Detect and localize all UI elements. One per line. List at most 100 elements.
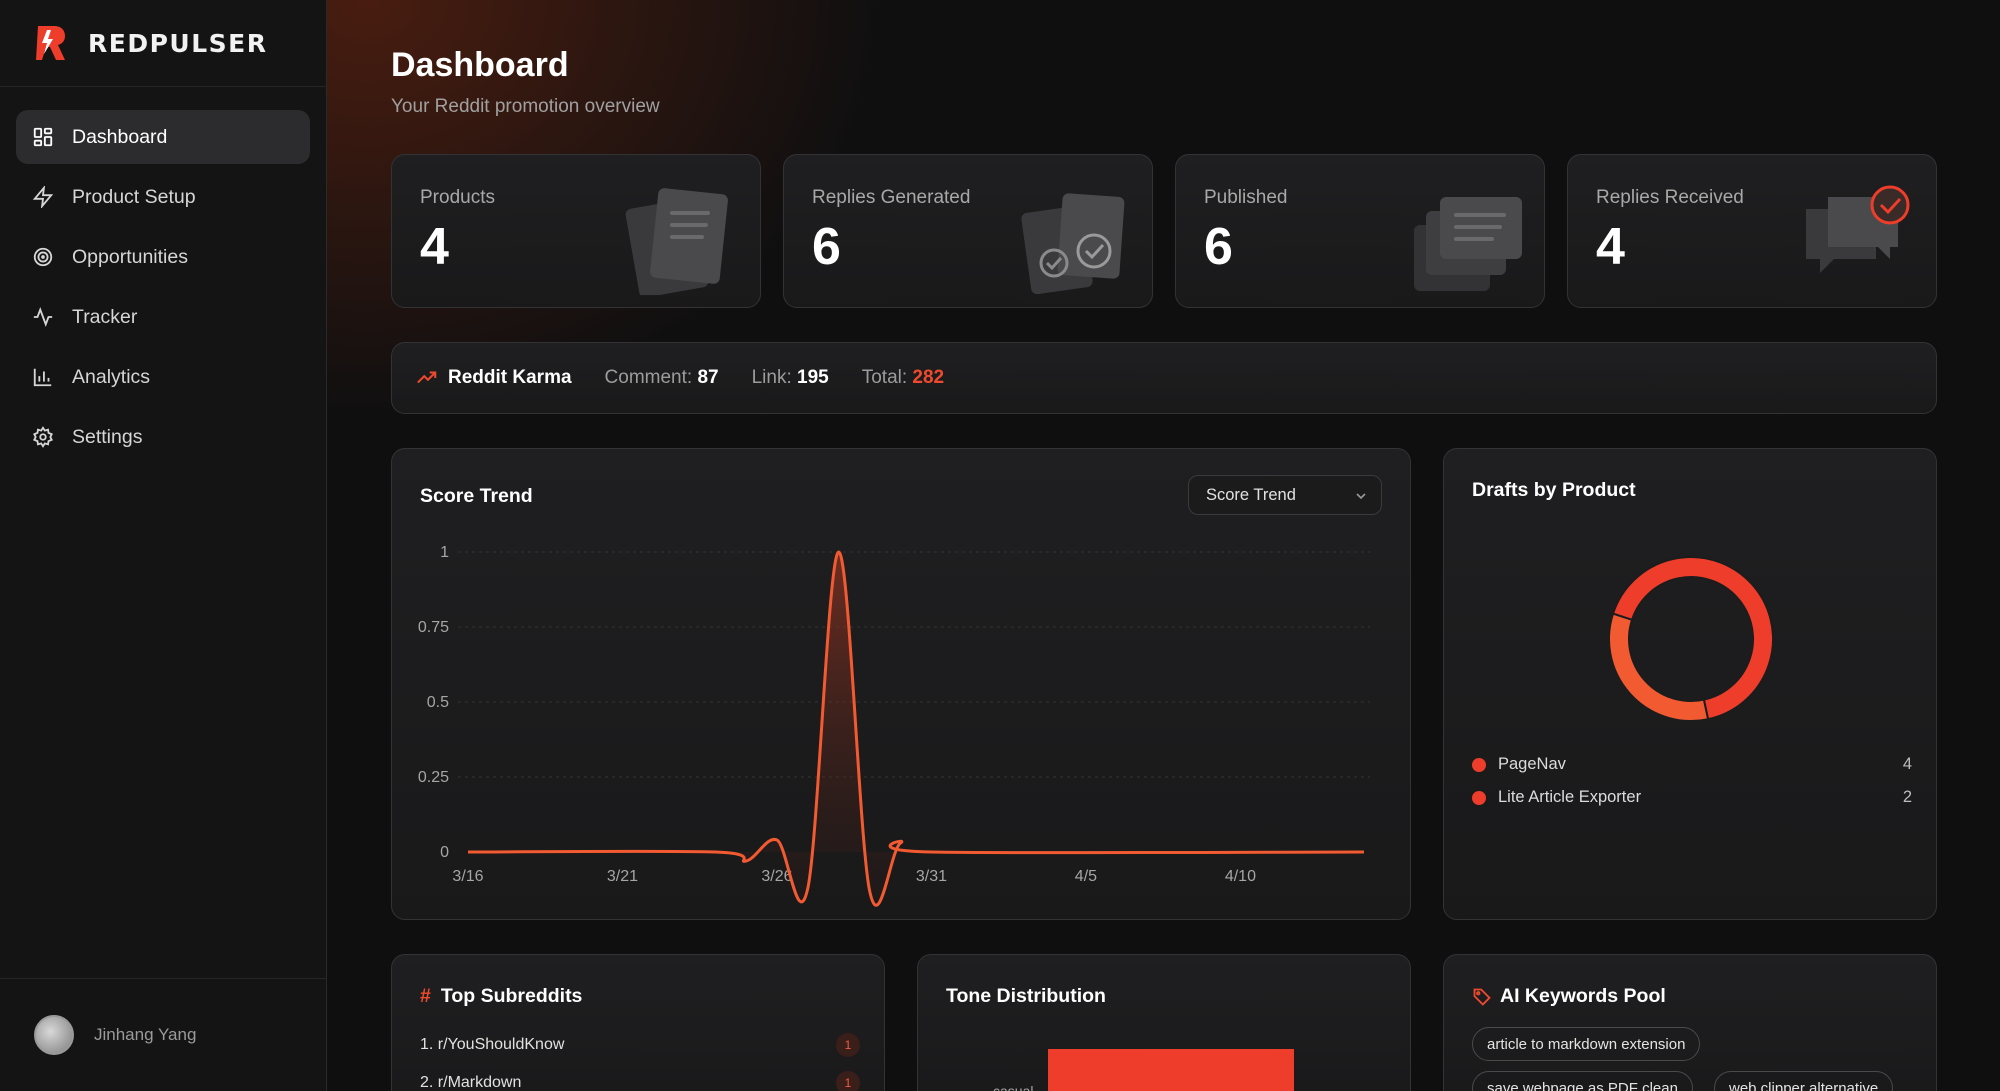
sidebar-item-tracker[interactable]: Tracker [16, 290, 310, 344]
x-tick-label: 3/26 [761, 868, 792, 885]
sidebar-item-settings[interactable]: Settings [16, 410, 310, 464]
keyword-chip[interactable]: save webpage as PDF clean [1472, 1071, 1693, 1091]
x-tick-label: 3/21 [607, 868, 638, 885]
hash-icon: # [420, 985, 431, 1007]
karma-link-value: 195 [797, 367, 829, 388]
gear-icon [33, 426, 53, 448]
chevron-down-icon [1356, 493, 1366, 500]
stat-label: Products [420, 187, 495, 208]
tone-distribution-card: Tone Distribution casual [917, 954, 1411, 1091]
user-profile[interactable]: Jinhang Yang [0, 978, 326, 1091]
user-name: Jinhang Yang [94, 1025, 197, 1044]
legend-item-lite-article-exporter: Lite Article Exporter 2 [1472, 788, 1912, 807]
stat-card-products[interactable]: Products 4 [391, 154, 761, 308]
stat-value: 4 [420, 218, 449, 276]
subreddit-count-badge: 1 [836, 1033, 860, 1057]
grid-icon [33, 127, 53, 147]
main-content: Dashboard Your Reddit promotion overview… [327, 0, 2000, 1091]
stat-label: Replies Received [1596, 187, 1744, 208]
subreddit-name: 2. r/Markdown [420, 1074, 522, 1091]
x-tick-label: 4/5 [1075, 868, 1097, 885]
sidebar-nav: Dashboard Product Setup Opportunities Tr… [0, 87, 326, 464]
sidebar-item-label: Tracker [72, 305, 138, 328]
karma-title: Reddit Karma [448, 367, 572, 388]
y-tick-label: 0.75 [418, 619, 449, 636]
dropdown-value: Score Trend [1206, 485, 1296, 504]
legend-dot [1472, 757, 1486, 772]
karma-total-value: 282 [912, 367, 945, 388]
score-trend-card: Score Trend Score Trend 0 0.25 0.5 0.75 1 3/1… [391, 448, 1411, 920]
reddit-karma-bar: Reddit Karma Comment: 87 Link: 195 Total… [391, 342, 1937, 414]
stat-value: 4 [1596, 218, 1625, 276]
top-subreddits-title: # Top Subreddits [420, 985, 583, 1007]
legend-value: 2 [1902, 788, 1912, 806]
y-tick-label: 0.5 [427, 694, 449, 711]
score-trend-chart: 0 0.25 0.5 0.75 1 3/16 3/21 3/26 3/31 4/5 4/10 [418, 544, 1370, 907]
tone-axis-label: casual [993, 1083, 1034, 1091]
y-tick-label: 0.25 [418, 769, 449, 786]
stat-card-replies-generated[interactable]: Replies Generated 6 [783, 154, 1153, 308]
series-line [467, 550, 1365, 907]
top-subreddits-card: # Top Subreddits 1. r/YouShouldKnow 1 2.… [391, 954, 885, 1091]
stat-value: 6 [812, 218, 841, 276]
page-title: Dashboard [391, 46, 569, 84]
x-tick-label: 3/16 [452, 868, 483, 885]
sidebar: REDPULSER Dashboard Product Setup Opport… [0, 0, 327, 1091]
sidebar-item-opportunities[interactable]: Opportunities [16, 230, 310, 284]
sidebar-item-label: Settings [72, 425, 143, 448]
donut-slice-lite-article-exporter[interactable] [1608, 612, 1710, 722]
legend-label: PageNav [1498, 755, 1566, 773]
zap-icon [32, 186, 54, 208]
stat-card-published[interactable]: Published 6 [1175, 154, 1545, 308]
y-tick-label: 0 [440, 844, 449, 861]
legend-value: 4 [1902, 755, 1912, 773]
stat-card-replies-received[interactable]: Replies Received 4 [1567, 154, 1937, 308]
score-trend-dropdown[interactable]: Score Trend [1188, 475, 1382, 515]
subreddit-count-badge: 1 [836, 1071, 860, 1091]
drafts-donut-chart [1608, 556, 1774, 722]
bar-chart-icon [33, 368, 52, 387]
y-tick-label: 1 [440, 544, 449, 561]
donut-slice-pagenav[interactable] [1611, 556, 1774, 721]
x-tick-label: 4/10 [1225, 868, 1256, 885]
page-subtitle: Your Reddit promotion overview [391, 96, 660, 117]
legend-item-pagenav: PageNav 4 [1472, 755, 1912, 774]
sidebar-item-analytics[interactable]: Analytics [16, 350, 310, 404]
sidebar-item-dashboard[interactable]: Dashboard [16, 110, 310, 164]
sidebar-item-label: Analytics [72, 365, 151, 388]
karma-link: Link: 195 [751, 367, 829, 388]
activity-icon [33, 307, 53, 327]
tone-bar [1048, 1049, 1294, 1091]
drafts-by-product-card: Drafts by Product PageNav 4 Lite Article… [1443, 448, 1937, 920]
stacked-cards-icon [1414, 197, 1522, 291]
tag-icon [1473, 988, 1491, 1006]
x-tick-label: 3/31 [916, 868, 947, 885]
stat-value: 6 [1204, 218, 1233, 276]
subreddit-name: 1. r/YouShouldKnow [420, 1036, 565, 1053]
tone-title: Tone Distribution [946, 985, 1106, 1007]
karma-total: Total: 282 [861, 367, 945, 388]
keywords-title: AI Keywords Pool [1472, 985, 1666, 1008]
drafts-title: Drafts by Product [1472, 479, 1636, 501]
sidebar-item-label: Dashboard [72, 125, 168, 148]
sidebar-item-label: Opportunities [72, 245, 188, 268]
karma-comment-value: 87 [697, 367, 719, 388]
sidebar-item-product-setup[interactable]: Product Setup [16, 170, 310, 224]
legend-dot [1472, 790, 1486, 805]
trending-up-icon [417, 371, 437, 384]
subreddit-row[interactable]: 1. r/YouShouldKnow 1 [420, 1033, 860, 1057]
target-icon [33, 247, 53, 267]
brand[interactable]: REDPULSER [0, 0, 326, 87]
stat-label: Replies Generated [812, 187, 971, 208]
legend-label: Lite Article Exporter [1498, 788, 1642, 806]
subreddit-row[interactable]: 2. r/Markdown 1 [420, 1071, 860, 1091]
redpulser-logo-icon [36, 26, 65, 60]
brand-name: REDPULSER [88, 28, 268, 58]
avatar [34, 1015, 74, 1055]
stat-label: Published [1204, 187, 1288, 208]
chat-check-icon [1806, 185, 1910, 273]
keyword-chip[interactable]: web clipper alternative [1714, 1071, 1894, 1091]
checked-documents-icon [1021, 193, 1125, 295]
sidebar-item-label: Product Setup [72, 185, 196, 208]
keyword-chip[interactable]: article to markdown extension [1472, 1027, 1701, 1061]
